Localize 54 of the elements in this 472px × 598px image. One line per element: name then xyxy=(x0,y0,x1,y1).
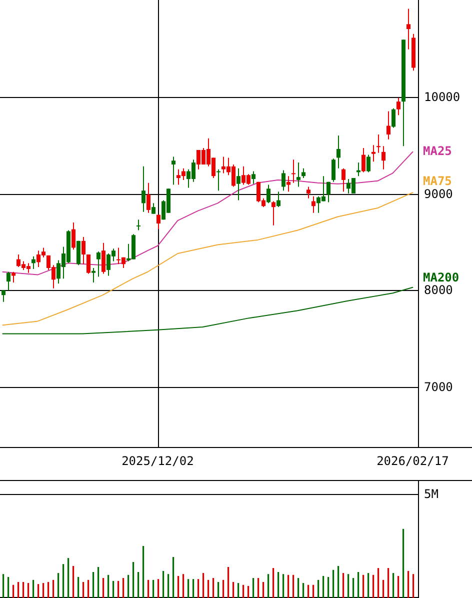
candlestick xyxy=(102,242,106,274)
candlestick xyxy=(72,222,76,250)
series-label: MA200 xyxy=(423,270,460,285)
y-tick-label: 5M xyxy=(424,486,438,501)
candlestick xyxy=(342,168,346,192)
y-tick-label: 10000 xyxy=(424,90,460,104)
candlestick xyxy=(392,108,396,128)
candlestick xyxy=(382,146,386,170)
candlestick xyxy=(372,144,376,162)
candlestick xyxy=(156,214,160,230)
candlestick xyxy=(312,196,316,214)
candlestick xyxy=(362,148,366,173)
candlestick xyxy=(82,236,86,265)
candlestick xyxy=(86,254,90,274)
candlestick xyxy=(136,219,140,231)
candlestick xyxy=(332,158,336,182)
candlestick xyxy=(292,159,296,184)
candlestick xyxy=(266,184,270,204)
candlestick xyxy=(142,166,146,212)
candlestick xyxy=(296,162,300,188)
x-tick-label: 2025/12/02 xyxy=(122,454,194,468)
candlestick xyxy=(302,168,306,179)
candlestick xyxy=(282,170,286,192)
candlestick xyxy=(396,97,400,116)
candlestick xyxy=(146,182,150,214)
candlestick xyxy=(286,176,290,192)
candlestick xyxy=(96,251,100,278)
candlestick xyxy=(252,170,256,184)
candlestick xyxy=(336,134,340,169)
candlestick xyxy=(172,156,176,186)
candlestick xyxy=(216,168,220,192)
candlestick xyxy=(376,134,380,154)
candlestick xyxy=(236,168,240,201)
candlestick xyxy=(326,181,330,203)
candlestick xyxy=(152,202,156,214)
y-tick-label: 7000 xyxy=(424,380,453,394)
candlestick xyxy=(406,8,410,50)
series-label: MA75 xyxy=(423,174,452,188)
candlestick xyxy=(92,268,96,284)
candlestick xyxy=(272,200,276,226)
line-series xyxy=(2,286,414,334)
x-tick-label: 2026/02/17 xyxy=(376,454,449,468)
candlestick xyxy=(276,191,280,208)
series-label: MA25 xyxy=(423,144,452,158)
candlestick xyxy=(386,110,390,140)
line-series xyxy=(2,151,414,276)
y-tick-label: 8000 xyxy=(424,282,453,297)
candlestick xyxy=(6,271,10,291)
candlestick xyxy=(366,154,370,173)
line-series xyxy=(2,192,414,326)
candlestick xyxy=(306,186,310,199)
candlestick xyxy=(32,256,36,270)
candlestick xyxy=(76,240,80,266)
y-tick-label: 9000 xyxy=(424,186,453,201)
